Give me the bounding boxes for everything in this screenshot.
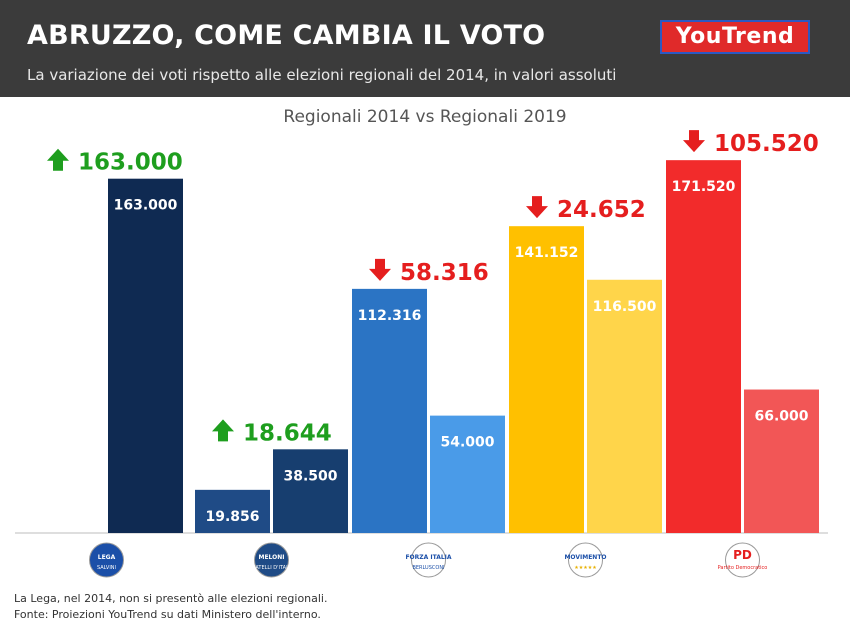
party-logo-icon-3 [411,542,446,578]
footer: La Lega, nel 2014, non si presentò alle … [14,591,328,623]
party-logo-icon-2 [254,542,289,578]
bar-2019-3 [430,415,505,533]
change-label-3: 58.316 [400,260,489,286]
party-logo-text-2: MELONI [258,554,284,561]
change-label-5: 105.520 [714,131,819,157]
arrow-down-icon [369,258,391,281]
bar-label-2014-4: 141.152 [515,245,579,261]
arrow-up-icon [47,148,69,171]
party-logo-subtext-1: SALVINI [97,565,116,571]
bar-2019-4 [587,279,662,533]
change-label-4: 24.652 [557,197,646,223]
bar-chart: 163.000 163.000 LEGA SALVINI 19.856 38.500 18.… [15,130,828,578]
party-logo-subtext-5: Partito Democratico [718,565,768,571]
bar-label-2019-4: 116.500 [593,299,657,315]
arrow-down-icon [683,130,705,153]
bar-label-2014-5: 171.520 [672,179,736,195]
page-subtitle: La variazione dei voti rispetto alle ele… [27,66,617,84]
bar-label-2014-2: 19.856 [205,509,259,525]
bar-2014-3 [352,288,427,533]
bar-2019-1 [108,178,183,534]
bar-label-2019-5: 66.000 [754,409,808,425]
bar-2019-2 [273,449,348,533]
youtrend-logo: YouTrend [660,20,810,54]
bar-2014-4 [509,226,584,534]
party-logo-text-5: PD [733,548,752,562]
bar-2014-2 [195,489,270,533]
party-logo-text-3: FORZA ITALIA [405,554,451,561]
chart-title: Regionali 2014 vs Regionali 2019 [283,107,567,127]
bar-label-2014-3: 112.316 [358,308,422,324]
party-logo-text-4: MOVIMENTO [564,554,606,561]
party-logo-icon-1 [89,542,124,578]
party-logo-icon-5 [725,542,760,578]
header-bar: ABRUZZO, COME CAMBIA IL VOTO La variazio… [0,0,850,97]
party-logo-text-1: LEGA [98,554,116,561]
party-logo-subtext-2: FRATELLI D'ITALIA [249,565,294,571]
page-title: ABRUZZO, COME CAMBIA IL VOTO [27,20,546,51]
footer-note: La Lega, nel 2014, non si presentò alle … [14,592,328,605]
bar-label-2019-1: 163.000 [114,198,178,214]
party-logo-subtext-4: ★★★★★ [574,565,597,571]
party-logo-icon-4 [568,542,603,578]
bar-2014-5 [666,160,741,533]
arrow-up-icon [212,419,234,442]
bar-2019-5 [744,389,819,533]
bar-label-2019-3: 54.000 [440,435,494,451]
party-logo-subtext-3: BERLUSCONI [412,565,444,571]
footer-source: Fonte: Proiezioni YouTrend su dati Minis… [14,608,321,621]
bar-label-2019-2: 38.500 [283,468,337,484]
arrow-down-icon [526,196,548,219]
change-label-1: 163.000 [78,150,183,176]
change-label-2: 18.644 [243,420,332,446]
